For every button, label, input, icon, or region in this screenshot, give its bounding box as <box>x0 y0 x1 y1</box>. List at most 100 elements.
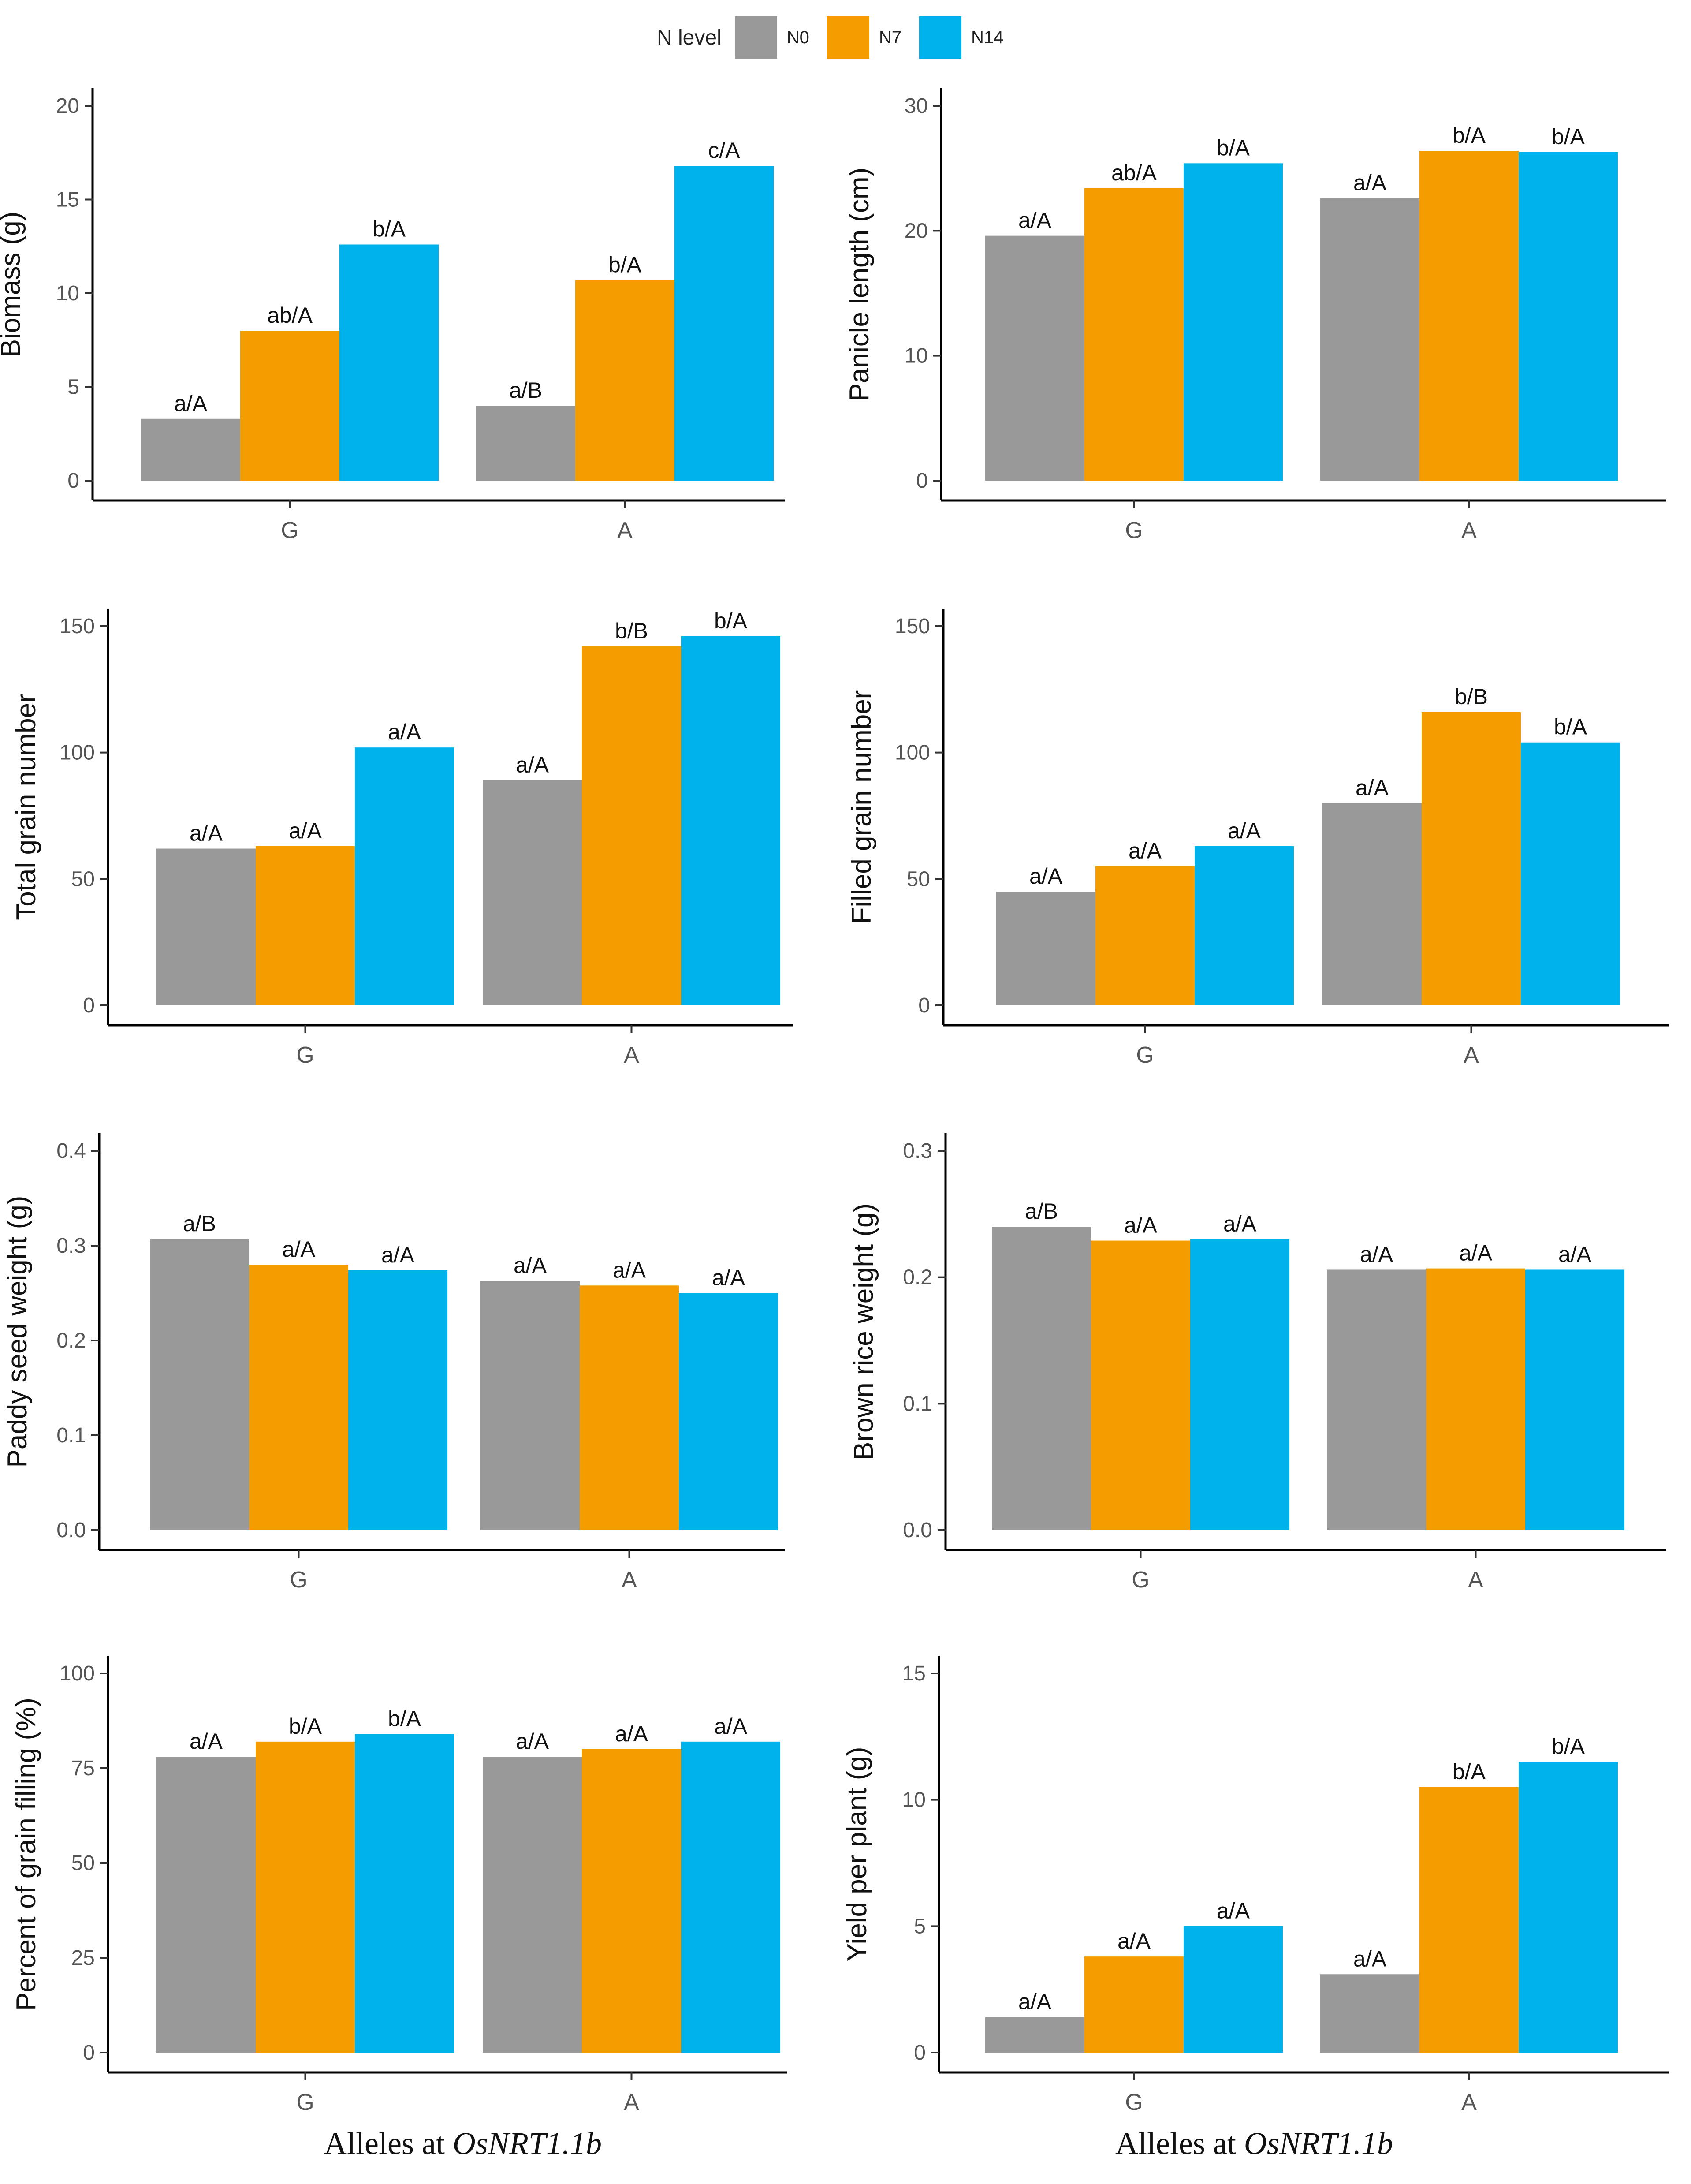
yield-per-plant-g-ytick-label: 5 <box>914 1915 926 1938</box>
yield-per-plant-g-bar-g-n0 <box>985 2017 1084 2053</box>
biomass-g-bar-a-n7 <box>575 280 674 481</box>
brown-rice-weight-g-bar-g-n0 <box>992 1227 1091 1530</box>
percent-of-grain-filling-bar-a-n7 <box>582 1749 681 2053</box>
paddy-seed-weight-g-bar-a-n7 <box>580 1285 679 1530</box>
yield-per-plant-g-data-label-g-n7: a/A <box>1117 1929 1151 1953</box>
total-grain-number-bar-g-n14 <box>355 747 454 1005</box>
biomass-g-bar-g-n0 <box>141 418 240 481</box>
filled-grain-number-ytick-label: 50 <box>907 867 930 891</box>
yield-per-plant-g-xtick-label-a: A <box>1461 2090 1477 2115</box>
legend-swatch-n7 <box>827 16 869 59</box>
yield-per-plant-g-data-label-a-n14: b/A <box>1552 1734 1585 1759</box>
legend-label-n7: N7 <box>879 27 901 47</box>
brown-rice-weight-g-xtick-label-g: G <box>1132 1567 1149 1593</box>
percent-of-grain-filling-data-label-g-n0: a/A <box>190 1729 223 1754</box>
yield-per-plant-g-ytick-label: 15 <box>902 1662 926 1685</box>
panicle-length-cm-bar-a-n0 <box>1320 198 1419 481</box>
paddy-seed-weight-g-bar-a-n14 <box>679 1293 778 1530</box>
panicle-length-cm-data-label-g-n0: a/A <box>1018 208 1052 233</box>
total-grain-number-ytick-label: 0 <box>83 994 95 1017</box>
brown-rice-weight-g-ytick-label: 0.2 <box>903 1266 932 1289</box>
percent-of-grain-filling-data-label-a-n14: a/A <box>714 1714 748 1739</box>
panicle-length-cm-data-label-a-n0: a/A <box>1353 171 1387 195</box>
biomass-g-ytick-label: 15 <box>56 188 79 212</box>
paddy-seed-weight-g-bar-g-n14 <box>348 1270 447 1530</box>
yield-per-plant-g-y-axis-title: Yield per plant (g) <box>842 1747 872 1961</box>
percent-of-grain-filling-bar-g-n7 <box>256 1741 355 2053</box>
brown-rice-weight-g-ytick-label: 0.0 <box>903 1519 932 1542</box>
percent-of-grain-filling-ytick-label: 50 <box>71 1852 95 1875</box>
filled-grain-number-y-axis-title: Filled grain number <box>846 690 877 924</box>
legend-swatch-n0 <box>734 16 777 59</box>
paddy-seed-weight-g-ytick-label: 0.0 <box>56 1519 86 1542</box>
paddy-seed-weight-g-xtick-label-a: A <box>622 1567 637 1593</box>
yield-per-plant-g-bar-a-n14 <box>1519 1762 1618 2053</box>
legend-title: N level <box>657 26 722 49</box>
total-grain-number-xtick-label-g: G <box>296 1042 314 1068</box>
biomass-g-xtick-label-a: A <box>617 518 633 543</box>
filled-grain-number-bar-g-n14 <box>1195 846 1294 1005</box>
legend-label-n14: N14 <box>971 27 1004 47</box>
panicle-length-cm-bar-a-n7 <box>1419 151 1519 481</box>
biomass-g-data-label-a-n7: b/A <box>608 252 642 277</box>
total-grain-number-ytick-label: 150 <box>60 615 95 638</box>
filled-grain-number-ytick-label: 100 <box>895 741 930 765</box>
biomass-g-ytick-label: 20 <box>56 94 79 118</box>
x-axis-title-left-prefix: Alleles at <box>324 2126 453 2161</box>
paddy-seed-weight-g-data-label-a-n7: a/A <box>613 1258 646 1282</box>
brown-rice-weight-g-ytick-label: 0.3 <box>903 1139 932 1163</box>
paddy-seed-weight-g-bar-a-n0 <box>480 1281 580 1530</box>
paddy-seed-weight-g-ytick-label: 0.4 <box>56 1139 86 1163</box>
biomass-g-ytick-label: 5 <box>67 376 79 399</box>
filled-grain-number-bar-g-n0 <box>996 892 1095 1005</box>
filled-grain-number-xtick-label-a: A <box>1464 1042 1479 1068</box>
biomass-g-data-label-a-n0: a/B <box>509 378 542 403</box>
legend-swatch-n14 <box>919 16 961 59</box>
biomass-g-data-label-a-n14: c/A <box>708 138 740 163</box>
legend: N level N0 N7 N14 <box>657 9 1021 66</box>
paddy-seed-weight-g-data-label-g-n7: a/A <box>282 1237 316 1262</box>
panicle-length-cm-ytick-label: 30 <box>905 94 928 118</box>
panicle-length-cm-data-label-a-n14: b/A <box>1552 124 1585 149</box>
percent-of-grain-filling-bar-g-n0 <box>156 1757 256 2053</box>
total-grain-number-bar-g-n7 <box>256 846 355 1005</box>
x-axis-title-right: Alleles at OsNRT1.1b <box>1115 2125 1393 2162</box>
percent-of-grain-filling-data-label-a-n0: a/A <box>516 1729 549 1754</box>
percent-of-grain-filling-bar-g-n14 <box>355 1734 454 2053</box>
total-grain-number-y-axis-title: Total grain number <box>11 694 41 920</box>
paddy-seed-weight-g-ytick-label: 0.1 <box>56 1424 86 1447</box>
panicle-length-cm-bar-a-n14 <box>1519 152 1618 481</box>
yield-per-plant-g-data-label-g-n14: a/A <box>1217 1898 1250 1923</box>
panicle-length-cm-xtick-label-a: A <box>1461 518 1477 543</box>
total-grain-number-ytick-label: 50 <box>71 867 95 891</box>
panicle-length-cm-data-label-g-n14: b/A <box>1217 135 1250 160</box>
paddy-seed-weight-g-data-label-a-n14: a/A <box>712 1266 745 1290</box>
percent-of-grain-filling-xtick-label-g: G <box>296 2090 314 2115</box>
total-grain-number-data-label-g-n0: a/A <box>190 821 223 846</box>
biomass-g-bar-a-n14 <box>674 166 774 481</box>
filled-grain-number-bar-a-n7 <box>1422 712 1521 1005</box>
brown-rice-weight-g-ytick-label: 0.1 <box>903 1392 932 1415</box>
paddy-seed-weight-g-y-axis-title: Paddy seed weight (g) <box>2 1196 33 1468</box>
panicle-length-cm-ytick-label: 10 <box>905 344 928 368</box>
biomass-g-xtick-label-g: G <box>281 518 298 543</box>
paddy-seed-weight-g-bar-g-n7 <box>249 1265 348 1530</box>
biomass-g-bar-g-n14 <box>339 244 439 481</box>
x-axis-title-left: Alleles at OsNRT1.1b <box>324 2125 602 2162</box>
paddy-seed-weight-g-ytick-label: 0.2 <box>56 1329 86 1352</box>
paddy-seed-weight-g-data-label-a-n0: a/A <box>514 1253 547 1278</box>
yield-per-plant-g-bar-g-n14 <box>1184 1926 1283 2053</box>
panicle-length-cm-bar-g-n14 <box>1184 163 1283 481</box>
brown-rice-weight-g-data-label-g-n14: a/A <box>1223 1212 1257 1236</box>
filled-grain-number-data-label-a-n7: b/B <box>1455 684 1488 709</box>
x-axis-title-left-gene: OsNRT1.1b <box>452 2126 602 2161</box>
percent-of-grain-filling-bar-a-n14 <box>681 1741 780 2053</box>
legend-label-n0: N0 <box>786 27 809 47</box>
biomass-g-data-label-g-n14: b/A <box>372 217 406 242</box>
brown-rice-weight-g-bar-g-n7 <box>1091 1240 1190 1530</box>
total-grain-number-bar-a-n7 <box>582 646 681 1005</box>
brown-rice-weight-g-bar-a-n7 <box>1426 1268 1525 1530</box>
yield-per-plant-g-data-label-a-n7: b/A <box>1453 1759 1486 1784</box>
paddy-seed-weight-g-data-label-g-n14: a/A <box>381 1243 415 1267</box>
percent-of-grain-filling-ytick-label: 0 <box>83 2041 95 2065</box>
